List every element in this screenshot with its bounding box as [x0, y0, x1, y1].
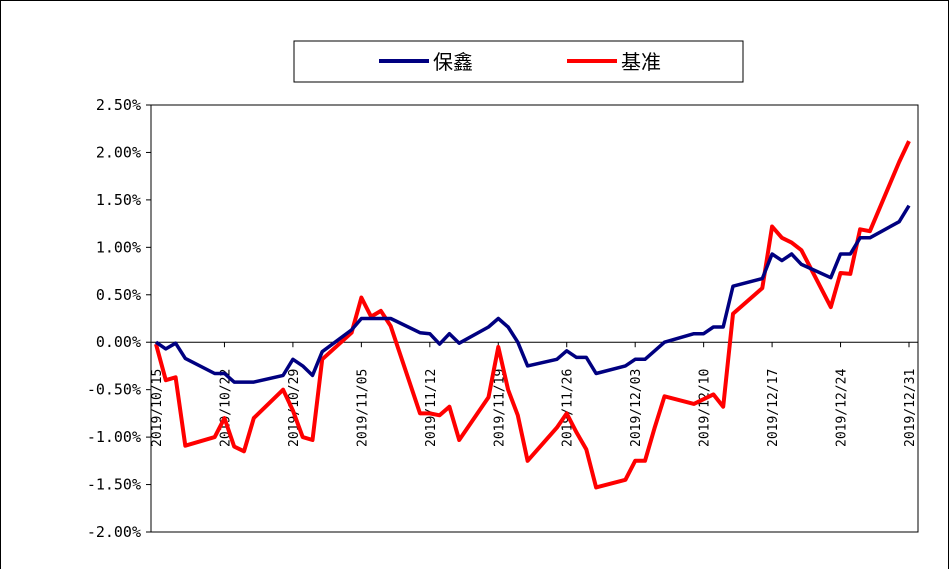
x-tick-label: 2019/12/31: [903, 369, 918, 447]
y-tick-label: 0.50%: [96, 286, 141, 304]
x-tick-label: 2019/11/12: [424, 369, 439, 447]
x-tick-label: 2019/10/29: [287, 369, 302, 447]
series-layer: [154, 140, 911, 490]
x-tick-label: 2019/12/17: [766, 369, 781, 447]
y-tick-label: 2.50%: [96, 96, 141, 114]
series-line-1: [155, 204, 911, 384]
y-tick-label: -2.00%: [87, 523, 141, 541]
y-tick-label: -1.00%: [87, 428, 141, 446]
plot-area: [150, 104, 919, 533]
legend-label-series-1: 保鑫: [433, 50, 473, 74]
y-tick-label: 0.00%: [96, 333, 141, 351]
y-tick-label: 2.00%: [96, 143, 141, 161]
series-line-2: [154, 140, 911, 490]
y-tick-label: 1.00%: [96, 238, 141, 256]
x-tick-label: 2019/12/10: [698, 369, 713, 447]
x-tick-label: 2019/12/24: [835, 369, 850, 447]
y-tick-label: 1.50%: [96, 191, 141, 209]
y-tick-label: -1.50%: [87, 476, 141, 494]
x-tick-label: 2019/10/15: [150, 369, 165, 447]
x-tick-label: 2019/11/26: [561, 369, 576, 447]
x-tick-label: 2019/12/03: [629, 369, 644, 447]
x-axis: 2019/10/15 2019/10/22 2019/10/29 2019/11/05…: [150, 342, 918, 447]
legend-box: [293, 40, 744, 83]
x-tick-label: 2019/11/19: [492, 369, 507, 447]
legend-label-series-2: 基准: [621, 50, 661, 74]
legend: 保鑫 基准: [293, 40, 744, 83]
y-axis: 2.50% 2.00% 1.50% 1.00% 0.50% 0.00% -0.50% -1.0…: [87, 96, 151, 541]
x-tick-label: 2019/11/05: [355, 369, 370, 447]
y-tick-label: -0.50%: [87, 381, 141, 399]
